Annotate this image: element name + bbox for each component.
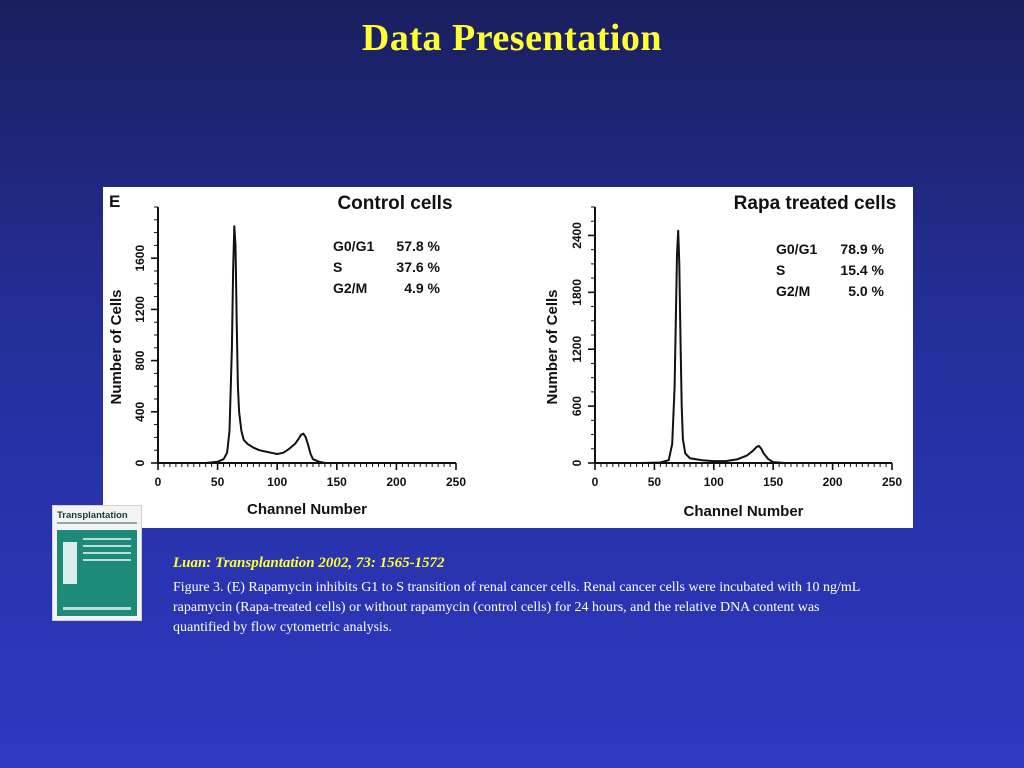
chart1-stat-value: 37.6 % xyxy=(396,259,440,275)
chart2-x-tick-label: 250 xyxy=(882,475,902,489)
citation: Luan: Transplantation 2002, 73: 1565-157… xyxy=(173,555,445,571)
chart1-x-tick-label: 200 xyxy=(386,475,406,489)
chart2-y-tick-label: 0 xyxy=(570,459,584,466)
chart1-x-tick-label: 150 xyxy=(327,475,347,489)
chart1-y-tick-label: 1200 xyxy=(133,296,147,323)
journal-cover-title: Transplantation xyxy=(57,510,128,521)
chart2-y-tick-label: 1800 xyxy=(570,279,584,306)
chart2-stat-value: 5.0 % xyxy=(848,283,884,299)
chart2-stat-label: S xyxy=(776,262,785,278)
chart2-stat-label: G2/M xyxy=(776,283,810,299)
journal-cover-body xyxy=(57,530,137,616)
chart1-stat-label: S xyxy=(333,259,342,275)
slide-title: Data Presentation xyxy=(361,17,663,59)
chart2-x-axis-label: Channel Number xyxy=(683,503,803,520)
chart2-series-line xyxy=(595,229,892,464)
chart2-y-tick-label: 2400 xyxy=(570,222,584,249)
journal-cover-rule xyxy=(57,522,137,524)
chart2-stat-label: G0/G1 xyxy=(776,241,817,257)
chart2-x-tick-label: 150 xyxy=(763,475,783,489)
chart2-x-tick-label: 100 xyxy=(704,475,724,489)
chart1-y-tick-label: 0 xyxy=(133,459,147,466)
chart2-title: Rapa treated cells xyxy=(734,193,897,214)
chart2-x-tick-label: 50 xyxy=(648,475,662,489)
panel-label: E xyxy=(109,192,120,211)
chart2-y-tick-label: 600 xyxy=(570,396,584,416)
chart1-y-tick-label: 1600 xyxy=(133,245,147,272)
chart2-y-tick-label: 1200 xyxy=(570,336,584,363)
chart1-y-axis-label: Number of Cells xyxy=(108,289,125,404)
chart2-y-axis-label: Number of Cells xyxy=(544,289,561,404)
chart1-x-tick-label: 0 xyxy=(155,475,162,489)
chart1-stat-label: G0/G1 xyxy=(333,238,374,254)
figure-caption: Figure 3. (E) Rapamycin inhibits G1 to S… xyxy=(173,580,860,635)
chart2-stat-value: 15.4 % xyxy=(840,262,884,278)
chart1-x-tick-label: 50 xyxy=(211,475,225,489)
chart1-y-tick-label: 400 xyxy=(133,401,147,421)
chart1-stat-label: G2/M xyxy=(333,280,367,296)
journal-cover-image: Transplantation xyxy=(52,505,142,621)
chart1-y-tick-label: 800 xyxy=(133,350,147,370)
chart1-x-axis-label: Channel Number xyxy=(247,501,367,518)
histogram-figure: E 0 50 100 150 200 250 0 400 800 1200 1600 Channel … xyxy=(108,192,902,520)
figure-panel: E 0 50 100 150 200 250 0 400 800 1200 1600 Channel … xyxy=(103,187,913,528)
chart2-x-tick-label: 200 xyxy=(823,475,843,489)
chart1-title: Control cells xyxy=(337,193,452,214)
chart1-series-line xyxy=(158,225,456,464)
chart2-stat-value: 78.9 % xyxy=(840,241,884,257)
chart1-stat-value: 57.8 % xyxy=(396,238,440,254)
chart1-stat-value: 4.9 % xyxy=(404,280,440,296)
chart2-x-tick-label: 0 xyxy=(592,475,599,489)
chart1-x-tick-label: 250 xyxy=(446,475,466,489)
chart1-x-tick-label: 100 xyxy=(267,475,287,489)
